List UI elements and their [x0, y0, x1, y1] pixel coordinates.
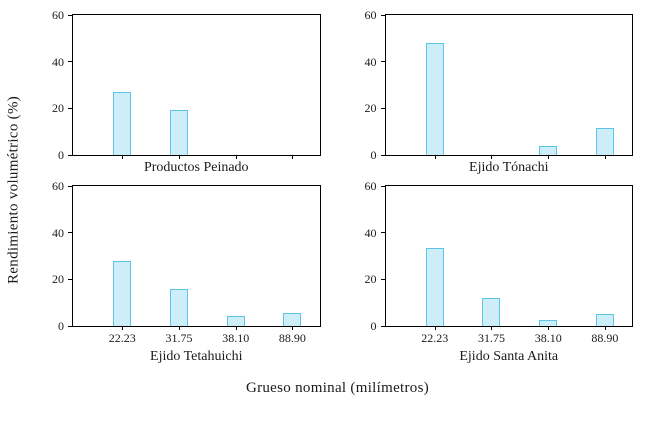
x-tick-label: 31.75 — [165, 331, 193, 345]
x-tick-label: 88.90 — [278, 331, 306, 345]
bar-88.90 — [595, 128, 614, 155]
y-tick-label: 0 — [58, 319, 64, 333]
x-tick-label: 31.75 — [477, 331, 505, 345]
y-tick-label: 60 — [364, 179, 377, 193]
y-tick-label: 20 — [52, 101, 64, 116]
x-tick-mark — [122, 326, 124, 330]
y-tick-label: 0 — [370, 319, 377, 333]
bar-38.10 — [539, 320, 558, 326]
x-tick-mark — [491, 326, 493, 330]
x-tick-mark — [548, 326, 550, 330]
y-tick-label: 40 — [364, 54, 377, 69]
x-tick-mark — [292, 155, 294, 159]
bar-31.75 — [169, 109, 188, 155]
y-tick-mark — [380, 325, 386, 327]
chart-title: Ejido Tónachi — [469, 160, 549, 175]
x-tick-mark — [122, 155, 124, 159]
y-tick-mark — [380, 278, 386, 280]
x-axis-label: Grueso nominal (milímetros) — [245, 380, 430, 396]
y-tick-mark — [380, 107, 386, 109]
x-tick-mark — [434, 155, 436, 159]
bar-88.90 — [283, 313, 302, 326]
x-tick-mark — [178, 326, 180, 330]
y-tick-mark — [68, 14, 73, 16]
y-axis-label: Rendimiento volumétrico (%) — [5, 95, 22, 285]
y-tick-mark — [68, 325, 73, 327]
x-tick-label: 22.23 — [421, 331, 449, 345]
y-tick-label: 20 — [52, 272, 64, 287]
chart-panel-3: 0 20 40 60 22.23 31.75 38.10 88.90 Ejido Tetahui… — [28, 179, 321, 366]
y-tick-mark — [68, 278, 73, 280]
y-tick-mark — [380, 185, 386, 187]
x-tick-mark — [491, 155, 493, 159]
y-tick-mark — [68, 232, 73, 234]
y-tick-mark — [68, 61, 73, 63]
y-tick-label: 40 — [52, 54, 64, 69]
y-tick-label: 20 — [364, 272, 377, 287]
y-tick-label: 60 — [364, 8, 377, 22]
bar-31.75 — [482, 298, 501, 326]
x-tick-mark — [604, 155, 606, 159]
y-tick-mark — [380, 14, 386, 16]
y-tick-label: 60 — [52, 179, 64, 193]
x-tick-mark — [548, 155, 550, 159]
bar-38.10 — [539, 145, 558, 155]
bar-88.90 — [595, 314, 614, 326]
y-tick-mark — [68, 185, 73, 187]
bar-22.23 — [425, 247, 444, 326]
bar-38.10 — [226, 315, 245, 326]
x-tick-label: 22.23 — [108, 331, 136, 345]
y-tick-label: 0 — [58, 148, 64, 162]
x-tick-label: 38.10 — [534, 331, 562, 345]
plot-area: 0 20 40 60 — [52, 8, 321, 162]
y-tick-mark — [68, 154, 73, 156]
bar-22.23 — [113, 92, 132, 155]
chart-panel-4: 0 20 40 60 22.23 31.75 38.10 88.90 Ejido Santa A… — [341, 179, 633, 366]
y-tick-mark — [68, 107, 73, 109]
figure: Rendimiento volumétrico (%) 0 20 40 60 Produ… — [5, 8, 645, 366]
x-tick-mark — [434, 326, 436, 330]
y-tick-label: 40 — [364, 225, 377, 240]
bar-22.23 — [113, 260, 132, 326]
y-tick-label: 0 — [370, 148, 377, 162]
x-tick-label: 88.90 — [591, 331, 619, 345]
plot-area: 0 20 40 60 22.23 31.75 38.10 88.90 — [365, 179, 633, 345]
y-tick-label: 40 — [52, 225, 64, 240]
x-tick-mark — [292, 326, 294, 330]
plot-area: 0 20 40 60 — [365, 8, 633, 162]
y-tick-label: 60 — [52, 8, 64, 22]
bar-22.23 — [425, 43, 444, 155]
y-tick-label: 20 — [364, 101, 377, 116]
x-tick-mark — [235, 155, 237, 159]
chart-grid: 0 20 40 60 Productos Peinado 0 20 40 60 Ejido Tón… — [28, 8, 645, 366]
plot-area: 0 20 40 60 22.23 31.75 38.10 88.90 — [52, 179, 321, 345]
x-tick-mark — [178, 155, 180, 159]
chart-panel-2: 0 20 40 60 Ejido Tónachi — [341, 8, 633, 177]
y-tick-mark — [380, 232, 386, 234]
chart-title: Ejido Tetahuichi — [150, 349, 243, 364]
chart-panel-1: 0 20 40 60 Productos Peinado — [28, 8, 321, 177]
y-tick-mark — [380, 61, 386, 63]
chart-title: Productos Peinado — [143, 160, 249, 175]
x-tick-label: 38.10 — [222, 331, 250, 345]
x-tick-mark — [604, 326, 606, 330]
chart-title: Ejido Santa Anita — [459, 349, 559, 364]
bar-31.75 — [169, 288, 188, 326]
y-tick-mark — [380, 154, 386, 156]
x-tick-mark — [235, 326, 237, 330]
